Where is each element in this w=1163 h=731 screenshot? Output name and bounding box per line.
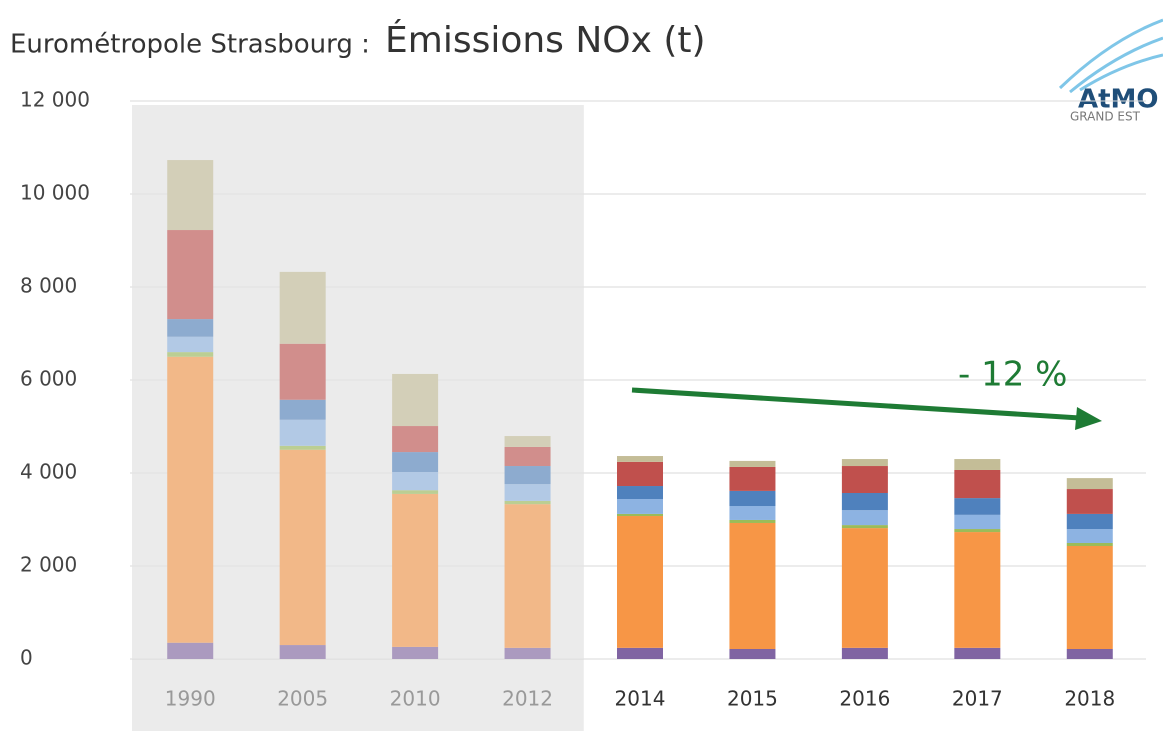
bar-segment xyxy=(392,646,439,659)
y-tick-label: 12 000 xyxy=(20,88,90,112)
bar-segment xyxy=(279,419,326,446)
bar-segment xyxy=(504,484,551,501)
bar-segment xyxy=(167,356,214,643)
bar-segment xyxy=(392,493,439,647)
bar-segment xyxy=(841,459,888,467)
bar-segment xyxy=(279,343,326,400)
y-tick-label: 4 000 xyxy=(20,460,77,484)
bar-segment xyxy=(279,271,326,344)
bar-segment xyxy=(279,645,326,659)
chart-title-prefix: Eurométropole Strasbourg : xyxy=(10,30,370,60)
bar-segment xyxy=(392,452,439,473)
logo-name: AtMO xyxy=(1078,85,1159,115)
annotation: - 12 % xyxy=(958,355,1067,395)
x-tick-label: 2012 xyxy=(502,687,553,711)
logo-swoosh xyxy=(1058,18,1163,94)
bar-segment xyxy=(729,506,776,520)
bar-segment xyxy=(841,525,888,529)
bar-segment xyxy=(617,456,663,462)
bar-segment xyxy=(1066,489,1113,514)
bar-segment xyxy=(954,498,1001,515)
bar-segment xyxy=(1066,542,1113,547)
bar-segment xyxy=(279,399,326,420)
bar-segment xyxy=(729,466,776,491)
bar-segment xyxy=(729,522,776,650)
bar-segment xyxy=(729,519,776,523)
bar-segment xyxy=(841,510,888,526)
x-tick-label: 1990 xyxy=(165,687,216,711)
bar-segment xyxy=(1066,546,1113,650)
trend-arrow-head xyxy=(1075,407,1102,430)
bar-segment xyxy=(392,426,439,453)
fade-overlay xyxy=(132,105,584,659)
y-tick-label: 0 xyxy=(20,646,33,670)
x-tick-label: 2017 xyxy=(952,687,1003,711)
bar-segment xyxy=(954,514,1001,530)
bar-segment xyxy=(729,649,776,659)
bar-segment xyxy=(617,499,663,514)
y-tick-label: 6 000 xyxy=(20,367,77,391)
bar-segment xyxy=(617,513,663,517)
bar-segment xyxy=(279,449,326,646)
bar-segment xyxy=(167,336,214,353)
bar-segment xyxy=(167,352,214,357)
bar-segment xyxy=(1066,513,1113,530)
bar-segment xyxy=(954,459,1001,470)
bar-segment xyxy=(1066,478,1113,490)
x-tick-label: 2016 xyxy=(839,687,890,711)
bar-segment xyxy=(167,319,214,337)
trend-arrow xyxy=(631,387,1081,421)
bar-segment xyxy=(954,469,1001,499)
bar-segment xyxy=(504,500,551,505)
x-tick-label: 2018 xyxy=(1064,687,1115,711)
bar-segment xyxy=(954,529,1001,533)
x-tick-label: 2014 xyxy=(615,687,666,711)
bar-segment xyxy=(1066,649,1113,659)
bar-segment xyxy=(504,647,551,659)
bar-segment xyxy=(504,466,551,485)
bar-segment xyxy=(954,532,1001,648)
bar-segment xyxy=(167,160,214,231)
bar-segment xyxy=(392,472,439,491)
bar-segment xyxy=(392,490,439,494)
logo-subtitle: GRAND EST xyxy=(1070,110,1141,124)
bar-segment xyxy=(279,445,326,450)
bar-segment xyxy=(617,486,663,500)
bar-segment xyxy=(729,460,776,467)
y-tick-label: 10 000 xyxy=(20,181,90,205)
bar-segment xyxy=(167,642,214,659)
x-tick-label: 2010 xyxy=(390,687,441,711)
bar-segment xyxy=(1066,529,1113,543)
bar-segment xyxy=(617,461,663,487)
bar-segment xyxy=(392,373,439,427)
bar-segment xyxy=(504,436,551,447)
x-tick-label: 2015 xyxy=(727,687,778,711)
bar-segment xyxy=(167,230,214,320)
x-tick-label: 2005 xyxy=(277,687,328,711)
y-tick-label: 2 000 xyxy=(20,553,77,577)
chart-title: Émissions NOx (t) xyxy=(385,19,706,61)
bar-segment xyxy=(841,528,888,648)
bar-segment xyxy=(729,490,776,507)
bar-segment xyxy=(841,492,888,511)
bar-segment xyxy=(954,647,1001,659)
bar-segment xyxy=(617,516,663,648)
y-tick-label: 8 000 xyxy=(20,274,77,298)
bar-segment xyxy=(504,504,551,648)
bar-segment xyxy=(617,647,663,659)
bar-segment xyxy=(841,647,888,659)
bar-segment xyxy=(841,466,888,493)
bar-segment xyxy=(504,446,551,467)
